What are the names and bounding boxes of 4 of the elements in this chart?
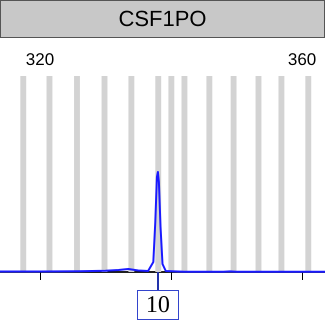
annotation: 10 (136, 290, 179, 320)
x-tick-label: 320 (26, 50, 54, 69)
x-tick-label: 360 (288, 50, 316, 69)
chart-title: CSF1PO (0, 0, 325, 38)
